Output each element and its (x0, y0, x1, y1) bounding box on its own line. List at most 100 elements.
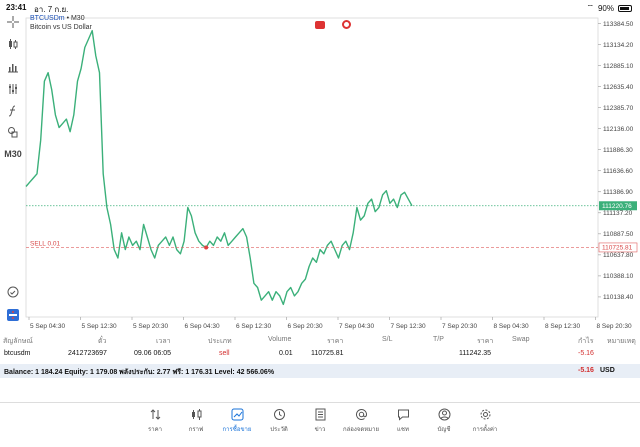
tab-settings[interactable]: การตั้งค่า (463, 408, 507, 442)
tab-chat[interactable]: แชท (381, 408, 425, 442)
order-symbol: btcusdm (4, 350, 31, 357)
event-circle-icon[interactable] (342, 20, 351, 29)
order-time: 09.06 06:05 (134, 350, 171, 357)
mailbox-icon (355, 409, 367, 420)
order-volume: 0.01 (279, 350, 293, 357)
function-icon (8, 105, 16, 117)
sell-price-tag (598, 242, 638, 253)
y-tick-label: 111137.20 (603, 210, 633, 217)
crosshair-tool[interactable] (4, 14, 22, 30)
orders-header: สัญลักษณ์ ตั๋ว เวลา ประเภท Volume ราคา S… (0, 334, 640, 346)
header-symbol: สัญลักษณ์ (3, 338, 33, 345)
y-tick-label: 112385.70 (603, 105, 634, 112)
tab-trade[interactable]: การซื้อขาย (215, 408, 259, 442)
header-price: ราคา (327, 338, 344, 345)
tab-settings-label: การตั้งค่า (472, 427, 498, 433)
candle-type-tool[interactable] (4, 36, 22, 52)
chart-symbol-description: Bitcoin vs US Dollar (30, 24, 92, 31)
entry-marker (204, 245, 209, 250)
x-tick-label: 8 Sep 20:30 (597, 323, 632, 330)
plot-frame (25, 17, 599, 318)
header-comment: หมายเหตุ (607, 338, 636, 345)
order-type: sell (219, 350, 230, 357)
tab-chart[interactable]: กราฟ (174, 408, 218, 442)
header-type: ประเภท (208, 338, 232, 345)
wifi-icon: ⌔ (586, 3, 594, 12)
x-tick-label: 7 Sep 04:30 (339, 323, 374, 330)
y-tick-label: 111636.60 (603, 168, 633, 175)
y-tick-label: 111386.90 (603, 189, 633, 196)
header-time: เวลา (156, 338, 171, 345)
timeframe-button[interactable]: M30 (4, 146, 22, 162)
tab-chat-label: แชท (397, 427, 409, 433)
battery-icon (618, 4, 632, 12)
header-price2: ราคา (477, 338, 494, 345)
status-date: อา. 7 ก.ย. (34, 5, 69, 14)
y-tick-label: 111886.30 (603, 147, 633, 154)
shapes-tool[interactable] (4, 124, 22, 140)
order-ticket: 2412723697 (68, 350, 107, 357)
trade-icon (231, 408, 243, 421)
one-click-trade-icon (7, 309, 19, 321)
settings-icon (480, 409, 490, 420)
x-tick-label: 5 Sep 20:30 (133, 323, 168, 330)
tab-trade-label: การซื้อขาย (222, 427, 252, 433)
y-tick-label: 113384.50 (603, 21, 634, 28)
x-tick-label: 8 Sep 12:30 (545, 323, 580, 330)
y-tick-label: 110388.10 (603, 273, 634, 280)
x-tick-label: 8 Sep 04:30 (494, 323, 529, 330)
header-volume: Volume (268, 336, 292, 343)
x-tick-label: 6 Sep 04:30 (185, 323, 220, 330)
chart-timeframe-suffix: • M30 (66, 15, 85, 22)
bid-price-label: 111220.76 (602, 203, 632, 210)
order-open-price: 110725.81 (311, 350, 344, 357)
candlestick-icon (9, 39, 18, 49)
tab-quotes[interactable]: ราคา (133, 408, 177, 442)
tab-history[interactable]: ประวัติ (257, 408, 301, 442)
y-tick-label: 110637.80 (603, 252, 634, 259)
header-profit: กำไร (578, 338, 594, 345)
timeframe-label: M30 (4, 149, 22, 159)
header-swap: Swap (512, 336, 530, 343)
event-flag-icon[interactable] (315, 21, 325, 29)
header-tp: T/P (433, 336, 444, 343)
header-sl: S/L (382, 336, 393, 343)
chart-toolbar: M30 (0, 14, 26, 334)
sell-order-label: SELL 0.01 (30, 240, 61, 247)
shapes-icon (8, 127, 18, 138)
price-chart[interactable]: 113384.50 113134.20 112885.10 112635.40 1123… (0, 14, 640, 334)
balance-profit: -5.16 (578, 367, 594, 374)
battery-percent: 90% (597, 3, 614, 13)
objects-tool[interactable] (4, 81, 22, 97)
chart-area[interactable]: 113384.50 113134.20 112885.10 112635.40 1123… (0, 14, 640, 334)
tab-quotes-label: ราคา (148, 427, 162, 433)
sliders-icon (9, 84, 17, 94)
news-icon (315, 408, 325, 421)
tab-news-label: ข่าว (314, 427, 326, 433)
y-tick-label: 112136.00 (603, 126, 634, 133)
y-tick-label: 110887.50 (603, 231, 634, 238)
magnifier-icon (7, 286, 19, 298)
one-click-trading-tool[interactable] (4, 307, 22, 323)
indicators-tool[interactable] (4, 59, 22, 75)
order-row[interactable]: btcusdm 2412723697 09.06 06:05 sell 0.01… (0, 348, 640, 362)
tab-news[interactable]: ข่าว (298, 408, 342, 442)
y-tick-label: 112885.10 (603, 63, 634, 70)
bottom-tab-bar: ราคา กราฟ การซื้อขาย ประวัติ ข่าว กล่องจ… (0, 402, 640, 447)
x-tick-label: 7 Sep 12:30 (391, 323, 426, 330)
zoom-tool[interactable] (4, 284, 22, 300)
tab-account[interactable]: บัญชี (422, 408, 466, 442)
tab-history-label: ประวัติ (270, 427, 288, 433)
x-tick-label: 7 Sep 20:30 (442, 323, 477, 330)
sell-price-label: 110725.81 (602, 245, 633, 252)
function-tool[interactable] (4, 103, 22, 119)
y-tick-label: 110138.40 (603, 294, 634, 301)
quotes-icon (150, 409, 160, 420)
bid-price-tag (599, 201, 637, 211)
tab-mailbox[interactable]: กล่องจดหมาย (339, 408, 383, 442)
y-tick-label: 112635.40 (603, 84, 634, 91)
x-tick-label: 5 Sep 04:30 (30, 323, 65, 330)
tab-account-label: บัญชี (437, 427, 451, 433)
x-tick-label: 5 Sep 12:30 (82, 323, 117, 330)
header-ticket: ตั๋ว (98, 338, 107, 345)
